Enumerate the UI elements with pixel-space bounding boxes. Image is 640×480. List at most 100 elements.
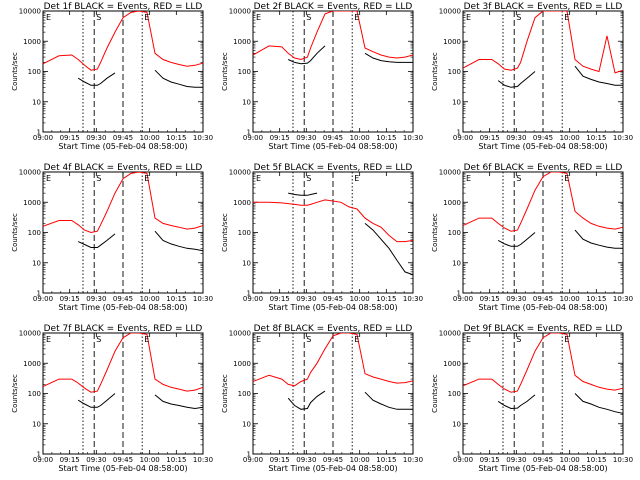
x-axis-label: Start Time (05-Feb-04 08:58:00): [268, 142, 397, 151]
y-tick-label: 1000: [233, 360, 251, 368]
y-tick-label: 1000: [443, 199, 461, 207]
x-tick-label: 09:30: [506, 295, 526, 303]
y-tick-label: 10: [452, 98, 461, 106]
x-tick-label: 10:15: [166, 134, 186, 142]
x-tick-label: 09:30: [86, 134, 106, 142]
panel-title: Det 3f BLACK = Events, RED = LLD: [464, 2, 623, 12]
panel-7: Det 7f BLACK = Events, RED = LLD 1 10 100 10…: [11, 324, 213, 473]
x-tick-label: 10:15: [586, 456, 606, 464]
marker-e-right: E: [564, 335, 569, 344]
x-tick-label: 09:30: [86, 295, 106, 303]
red-lld-series: [253, 199, 413, 243]
y-tick-label: 10: [32, 420, 41, 428]
panel-title: Det 5f BLACK = Events, RED = LLD: [254, 163, 413, 173]
panel-1: Det 1f BLACK = Events, RED = LLD 1 10 100 10…: [11, 2, 213, 151]
marker-s: S: [516, 13, 521, 22]
marker-e-right: E: [144, 335, 149, 344]
black-events-series: [497, 393, 623, 414]
x-tick-label: 09:15: [480, 134, 500, 142]
y-axis-label: Counts/sec: [11, 52, 19, 91]
x-tick-label: 09:00: [243, 134, 263, 142]
marker-e-left: E: [46, 335, 51, 344]
red-lld-series: [463, 172, 623, 232]
y-tick-label: 1000: [233, 38, 251, 46]
x-tick-label: 09:45: [113, 134, 133, 142]
x-tick-label: 10:00: [140, 134, 160, 142]
y-axis-label: Counts/sec: [221, 374, 229, 413]
x-tick-label: 09:30: [506, 456, 526, 464]
y-tick-label: 100: [28, 390, 41, 398]
y-axis-label: Counts/sec: [431, 213, 439, 252]
x-tick-label: 09:00: [453, 456, 473, 464]
marker-e-right: E: [564, 13, 569, 22]
x-tick-label: 09:45: [533, 295, 553, 303]
panel-6: Det 6f BLACK = Events, RED = LLD 1 10 100 10…: [431, 163, 633, 312]
marker-e-right: E: [144, 13, 149, 22]
x-tick-label: 09:15: [60, 456, 80, 464]
panel-8: Det 8f BLACK = Events, RED = LLD 1 10 100 10…: [221, 324, 423, 473]
x-tick-label: 10:00: [140, 456, 160, 464]
red-lld-series: [43, 172, 203, 234]
x-tick-label: 09:15: [270, 295, 290, 303]
x-tick-label: 09:30: [296, 456, 316, 464]
y-tick-label: 100: [448, 68, 461, 76]
x-tick-label: 10:15: [376, 456, 396, 464]
x-axis-label: Start Time (05-Feb-04 08:58:00): [58, 142, 187, 151]
y-axis-label: Counts/sec: [431, 374, 439, 413]
marker-e-right: E: [354, 174, 359, 183]
panel-title: Det 8f BLACK = Events, RED = LLD: [254, 324, 413, 334]
marker-s: S: [516, 335, 521, 344]
red-lld-series: [43, 11, 203, 71]
y-tick-label: 1: [37, 129, 41, 137]
marker-s: S: [96, 335, 101, 344]
x-tick-label: 09:00: [33, 456, 53, 464]
x-tick-label: 09:15: [60, 295, 80, 303]
marker-e-left: E: [256, 13, 261, 22]
panel-title: Det 1f BLACK = Events, RED = LLD: [44, 2, 203, 12]
panel-title: Det 4f BLACK = Events, RED = LLD: [44, 163, 203, 173]
black-events-series: [77, 69, 203, 88]
panel-title: Det 6f BLACK = Events, RED = LLD: [464, 163, 623, 173]
red-lld-series: [253, 333, 413, 387]
x-tick-label: 10:30: [403, 134, 423, 142]
y-tick-label: 10: [452, 420, 461, 428]
marker-e-right: E: [564, 174, 569, 183]
x-axis-label: Start Time (05-Feb-04 08:58:00): [478, 464, 607, 473]
x-tick-label: 10:00: [350, 456, 370, 464]
x-tick-label: 09:45: [113, 456, 133, 464]
y-tick-label: 1000: [443, 360, 461, 368]
y-tick-label: 1: [37, 290, 41, 298]
y-tick-label: 1: [457, 129, 461, 137]
panel-title: Det 7f BLACK = Events, RED = LLD: [44, 324, 203, 334]
x-tick-label: 10:30: [193, 134, 213, 142]
x-tick-label: 10:00: [350, 295, 370, 303]
x-tick-label: 10:30: [613, 456, 633, 464]
x-axis-label: Start Time (05-Feb-04 08:58:00): [478, 142, 607, 151]
panel-9: Det 9f BLACK = Events, RED = LLD 1 10 100 10…: [431, 324, 633, 473]
red-lld-series: [43, 333, 203, 393]
x-tick-label: 09:30: [506, 134, 526, 142]
y-tick-label: 1: [247, 451, 251, 459]
black-events-series: [288, 192, 413, 276]
y-tick-label: 100: [28, 68, 41, 76]
x-tick-label: 10:30: [403, 456, 423, 464]
marker-e-right: E: [354, 335, 359, 344]
x-tick-label: 09:45: [323, 295, 343, 303]
x-tick-label: 09:00: [243, 456, 263, 464]
marker-e-left: E: [46, 174, 51, 183]
marker-e-right: E: [144, 174, 149, 183]
x-tick-label: 09:15: [480, 456, 500, 464]
black-events-series: [287, 390, 413, 410]
x-tick-label: 10:00: [560, 456, 580, 464]
x-tick-label: 09:00: [453, 295, 473, 303]
marker-e-right: E: [354, 13, 359, 22]
y-tick-label: 1000: [23, 199, 41, 207]
y-axis-label: Counts/sec: [221, 213, 229, 252]
y-axis-label: Counts/sec: [431, 52, 439, 91]
x-tick-label: 09:30: [296, 134, 316, 142]
panel-2: Det 2f BLACK = Events, RED = LLD 1 10 100 10…: [221, 2, 423, 151]
x-tick-label: 09:45: [533, 456, 553, 464]
marker-e-left: E: [466, 335, 471, 344]
x-tick-label: 09:45: [323, 134, 343, 142]
